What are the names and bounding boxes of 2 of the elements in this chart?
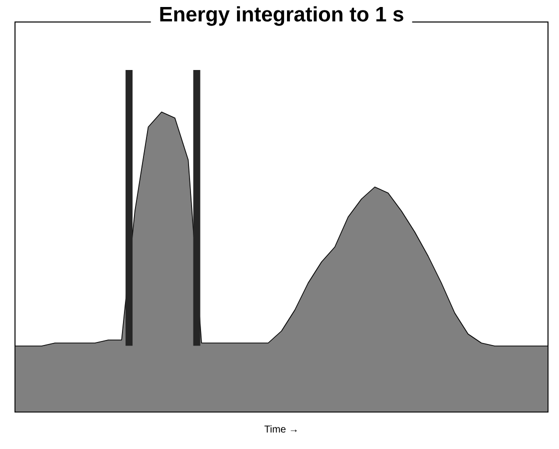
x-axis-title: Time → — [264, 425, 297, 433]
chart-title: Energy integration to 1 s — [160, 6, 404, 26]
